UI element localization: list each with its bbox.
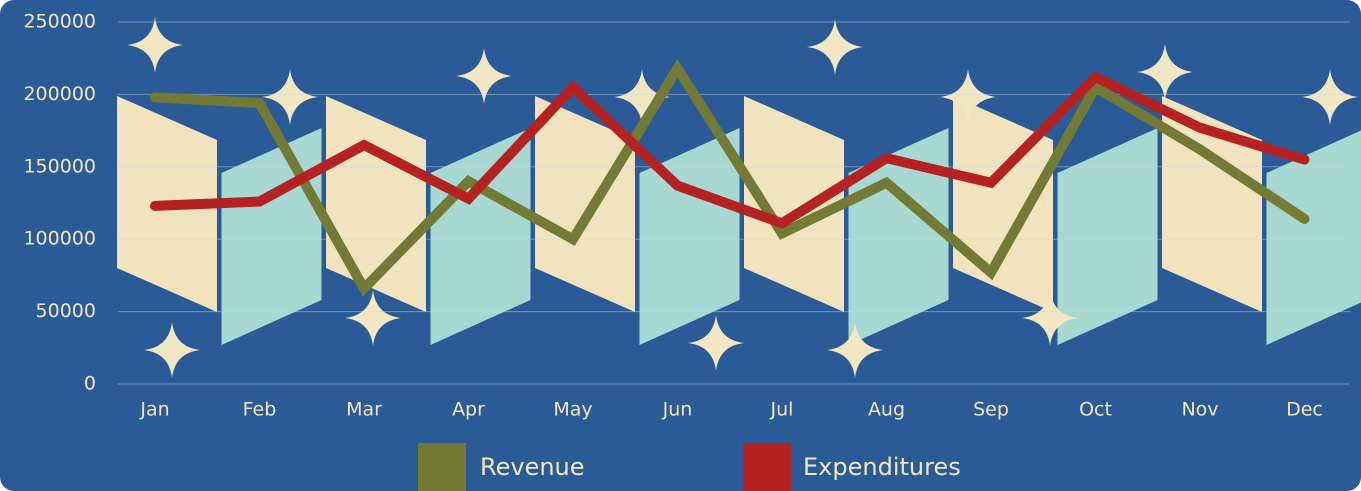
- panel: [1266, 130, 1361, 345]
- x-tick-label: Aug: [868, 399, 905, 421]
- series-line: [150, 58, 1310, 297]
- legend-swatch: [418, 443, 466, 491]
- y-tick-label: 50000: [36, 300, 96, 322]
- series-line: [150, 70, 1310, 229]
- panel: [1162, 96, 1262, 312]
- panel: [848, 128, 949, 345]
- panel: [430, 128, 531, 345]
- panel: [744, 96, 844, 312]
- legend-label: Expenditures: [803, 453, 961, 481]
- x-tick-label: Jul: [770, 399, 794, 421]
- x-tick-label: Dec: [1286, 399, 1323, 421]
- x-tick-label: Mar: [346, 399, 382, 421]
- lines: [150, 58, 1310, 297]
- x-tick-label: Nov: [1181, 399, 1218, 421]
- legend-swatch: [743, 443, 791, 491]
- x-tick-label: Oct: [1079, 399, 1112, 421]
- y-tick-label: 100000: [23, 228, 96, 250]
- decoration: [117, 96, 1361, 345]
- labels: 0 50000 100000 150000 200000 250000 Jan Feb Mar A…: [23, 11, 1322, 421]
- panel: [639, 128, 740, 345]
- x-tick-label: Jun: [662, 399, 693, 421]
- panel: [535, 96, 635, 312]
- x-tick-label: May: [553, 399, 592, 421]
- x-tick-label: Feb: [243, 399, 277, 421]
- y-tick-label: 200000: [23, 83, 96, 105]
- y-tick-label: 250000: [23, 11, 96, 33]
- y-tick-label: 0: [84, 373, 96, 395]
- panel: [1057, 128, 1158, 345]
- x-tick-label: Jan: [139, 399, 169, 421]
- y-tick-label: 150000: [23, 155, 96, 177]
- x-tick-label: Apr: [452, 399, 485, 421]
- x-tick-label: Sep: [973, 399, 1009, 421]
- legend-label: Revenue: [480, 453, 585, 481]
